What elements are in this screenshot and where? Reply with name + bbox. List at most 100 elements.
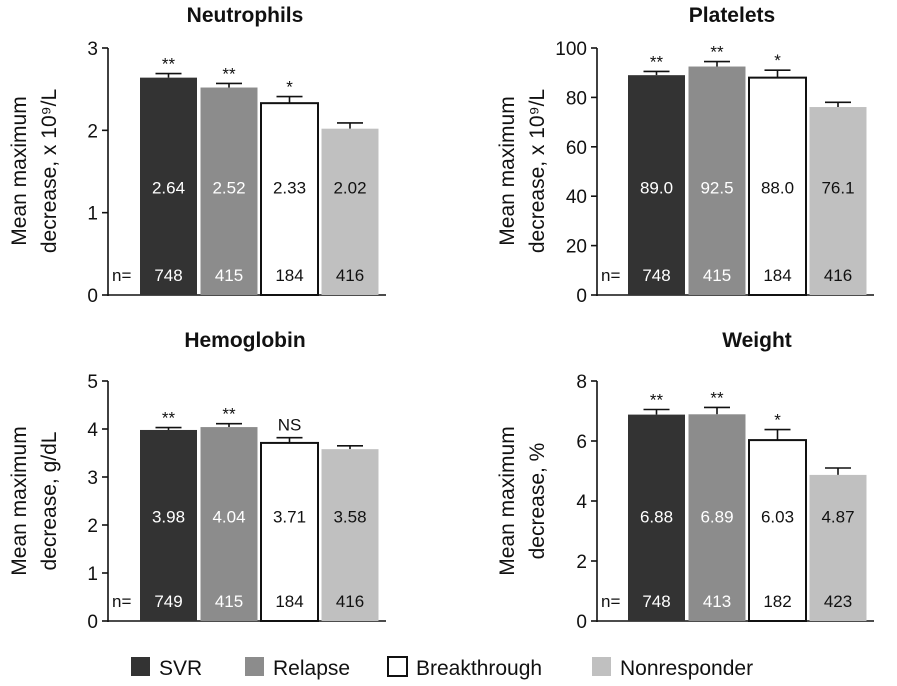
y-axis-label: decrease, % — [526, 443, 549, 560]
bar-breakthrough — [260, 102, 319, 296]
bar-relapse — [200, 427, 258, 621]
significance-marker: ** — [710, 43, 724, 62]
bar-n-label: 748 — [642, 266, 670, 285]
y-tick-label: 0 — [576, 286, 587, 307]
legend-label-nonresponder: Nonresponder — [620, 657, 753, 680]
significance-marker: ** — [222, 405, 236, 424]
bar-n-label: 184 — [763, 266, 791, 285]
bar-value-label: 92.5 — [700, 179, 733, 198]
bar-value-label: 2.33 — [273, 179, 306, 198]
bar-value-label: 88.0 — [761, 179, 794, 198]
bar-n-label: 415 — [703, 266, 731, 285]
chart-title: Neutrophils — [187, 4, 304, 27]
bar-value-label: 89.0 — [640, 179, 673, 198]
bar-relapse — [688, 414, 746, 621]
y-axis-label: Mean maximum — [496, 96, 519, 245]
bar-value-label: 3.71 — [273, 508, 306, 527]
bar-svr — [140, 77, 197, 295]
n-label: n= — [601, 266, 620, 285]
y-tick-label: 80 — [566, 88, 587, 109]
significance-marker: ** — [650, 391, 664, 410]
bar-svr — [628, 414, 685, 621]
bar-value-label: 3.58 — [333, 508, 366, 527]
bar-nonresponder — [809, 107, 867, 296]
n-label: n= — [112, 592, 131, 611]
bar-value-label: 2.64 — [152, 179, 185, 198]
bar-value-label: 4.87 — [821, 508, 854, 527]
y-axis-label: Mean maximum — [496, 426, 519, 575]
legend-label-svr: SVR — [159, 657, 202, 680]
y-tick-label: 3 — [87, 39, 98, 60]
bar-n-label: 415 — [215, 592, 243, 611]
bar-nonresponder — [321, 449, 379, 621]
y-tick-label: 2 — [87, 516, 98, 537]
y-tick-label: 0 — [576, 612, 587, 633]
bar-relapse — [688, 66, 746, 296]
significance-marker: ** — [222, 64, 236, 83]
significance-marker: * — [774, 411, 781, 430]
bar-relapse — [200, 87, 258, 296]
significance-marker: ** — [162, 55, 176, 74]
significance-marker: ** — [650, 52, 664, 71]
legend-swatch-breakthrough — [387, 656, 408, 677]
y-tick-label: 4 — [87, 420, 98, 441]
y-axis-label: decrease, x 10⁹/L — [38, 89, 61, 253]
y-tick-label: 1 — [87, 204, 98, 225]
bar-n-label: 416 — [336, 266, 364, 285]
bar-n-label: 423 — [824, 592, 852, 611]
bar-n-label: 748 — [154, 266, 182, 285]
y-tick-label: 5 — [87, 372, 98, 393]
y-tick-label: 1 — [87, 564, 98, 585]
bar-value-label: 3.98 — [152, 508, 185, 527]
bar-svr — [140, 429, 197, 621]
chart-title: Hemoglobin — [184, 329, 305, 352]
y-tick-label: 100 — [555, 39, 587, 60]
bar-n-label: 749 — [154, 592, 182, 611]
significance-marker: * — [286, 78, 293, 97]
bar-value-label: 6.89 — [700, 508, 733, 527]
bar-n-label: 413 — [703, 592, 731, 611]
y-tick-label: 0 — [87, 612, 98, 633]
y-tick-label: 6 — [576, 432, 587, 453]
legend-label-breakthrough: Breakthrough — [416, 657, 542, 680]
bar-n-label: 748 — [642, 592, 670, 611]
bar-value-label: 4.04 — [212, 508, 245, 527]
n-label: n= — [601, 592, 620, 611]
bar-nonresponder — [809, 474, 867, 621]
bar-value-label: 76.1 — [821, 179, 854, 198]
bar-n-label: 184 — [275, 266, 303, 285]
y-tick-label: 0 — [87, 286, 98, 307]
y-tick-label: 2 — [87, 121, 98, 142]
bar-nonresponder — [321, 128, 379, 295]
bar-n-label: 415 — [215, 266, 243, 285]
y-axis-label: Mean maximum — [8, 96, 31, 245]
bar-n-label: 182 — [763, 592, 791, 611]
bar-breakthrough — [748, 76, 807, 296]
y-axis-label: Mean maximum — [8, 426, 31, 575]
bar-breakthrough — [748, 439, 807, 622]
y-tick-label: 3 — [87, 468, 98, 489]
bar-value-label: 6.88 — [640, 508, 673, 527]
y-axis-label: decrease, x 10⁹/L — [526, 89, 549, 253]
y-tick-label: 60 — [566, 138, 587, 159]
bar-breakthrough — [260, 441, 319, 623]
bar-value-label: 6.03 — [761, 508, 794, 527]
significance-marker: NS — [278, 416, 302, 435]
legend-swatch-relapse — [245, 657, 264, 676]
y-tick-label: 2 — [576, 552, 587, 573]
bar-n-label: 416 — [336, 592, 364, 611]
y-axis-label: decrease, g/dL — [38, 432, 61, 571]
legend-swatch-nonresponder — [592, 657, 611, 676]
chart-title: Platelets — [689, 4, 775, 27]
chart-title: Weight — [722, 329, 792, 352]
n-label: n= — [112, 266, 131, 285]
significance-marker: * — [774, 51, 781, 70]
bar-n-label: 184 — [275, 592, 303, 611]
bar-svr — [628, 75, 685, 295]
significance-marker: ** — [710, 388, 724, 407]
significance-marker: ** — [162, 409, 176, 428]
bar-value-label: 2.52 — [212, 179, 245, 198]
legend-label-relapse: Relapse — [273, 657, 350, 680]
y-tick-label: 40 — [566, 187, 587, 208]
